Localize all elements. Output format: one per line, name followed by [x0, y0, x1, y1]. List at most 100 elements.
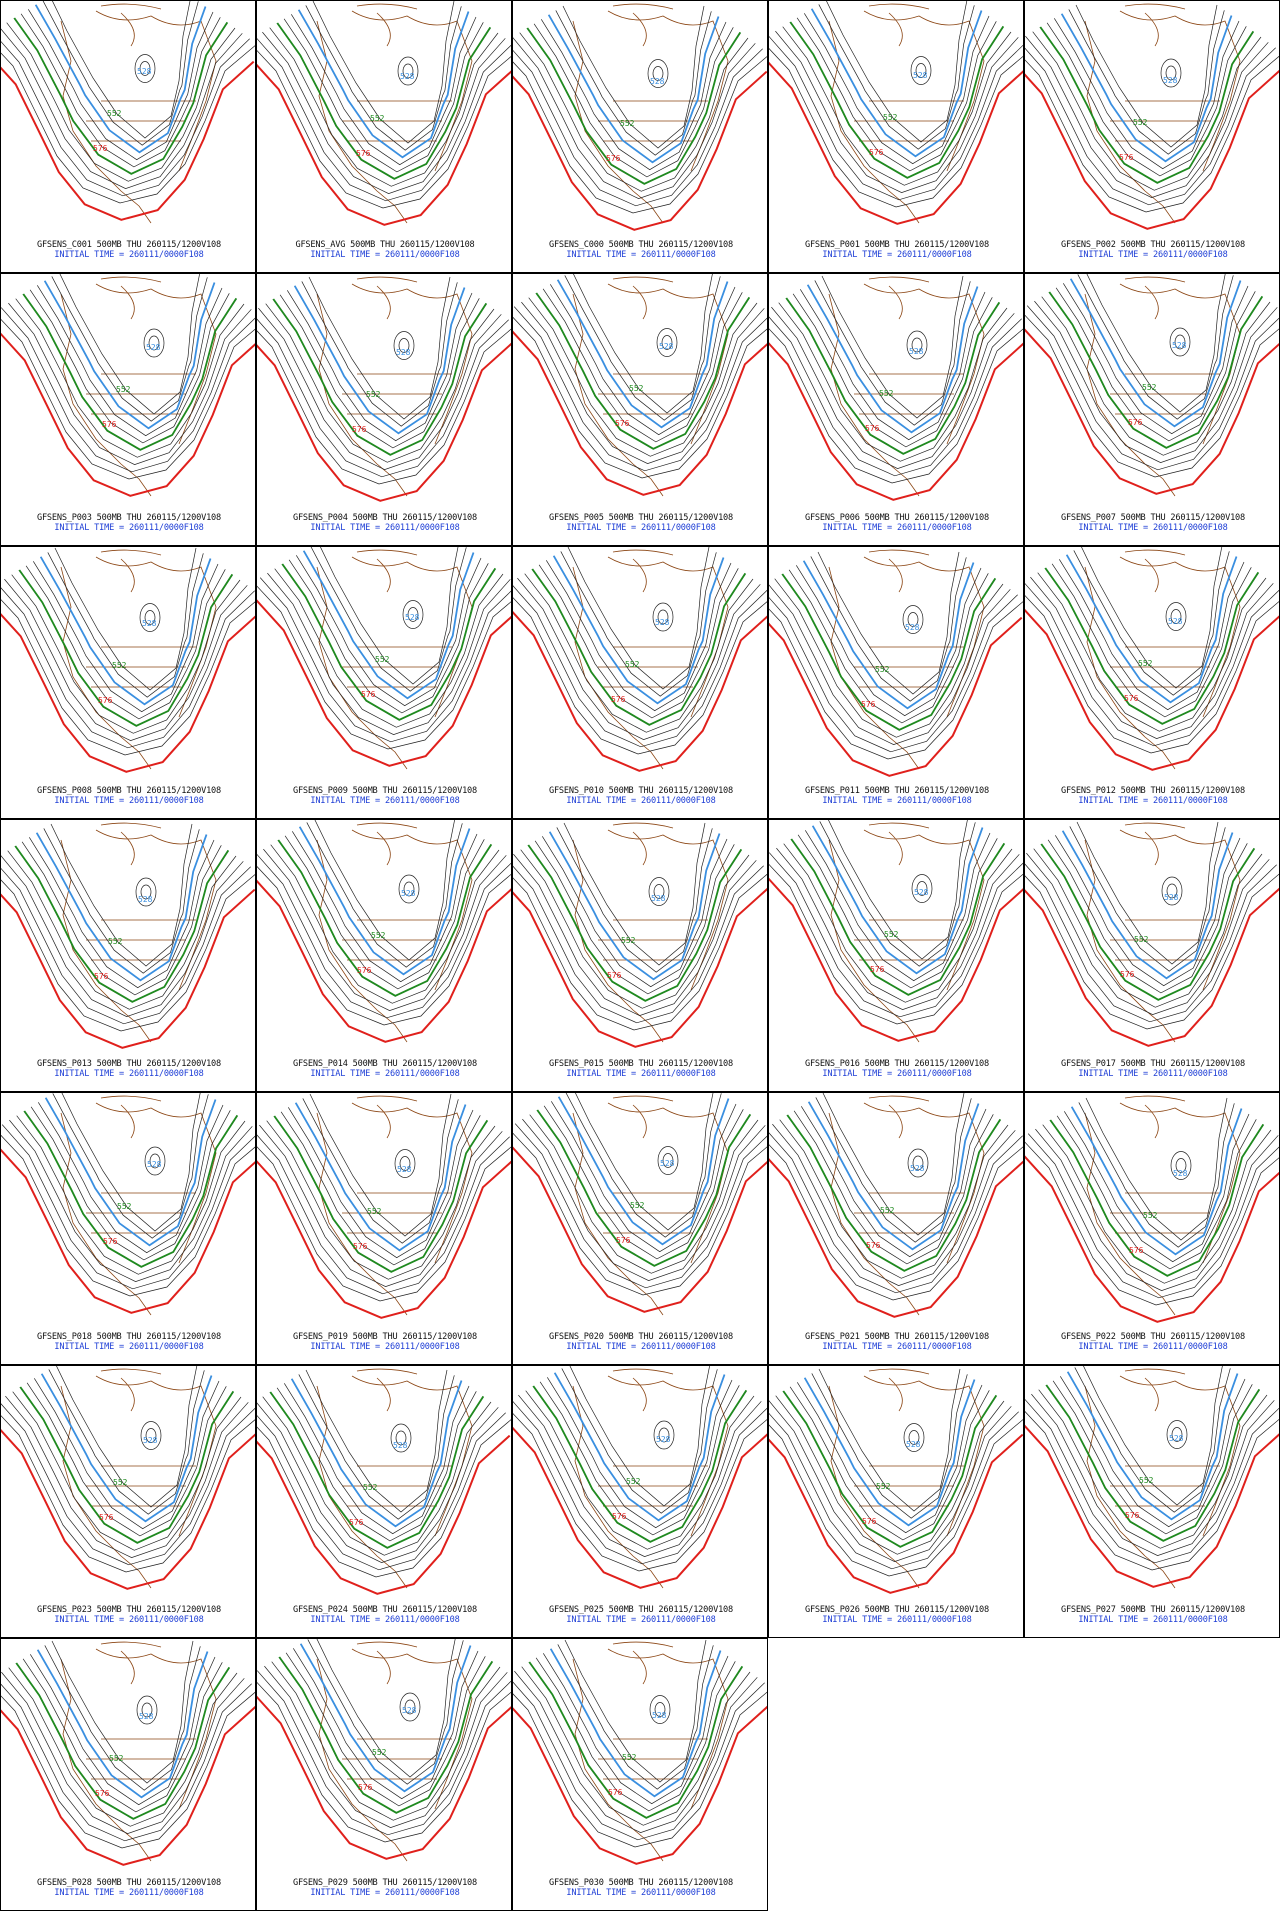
- contour-528-label: 528: [397, 1165, 412, 1174]
- contour-576-label: 576: [607, 971, 622, 980]
- panel-initial-time: INITIAL TIME = 260111/0000F108: [54, 1888, 204, 1898]
- coastline-map: [572, 822, 729, 1043]
- ensemble-member-panel: 576 552 528 GFSENS_P016 500MB THU 260115/12…: [768, 819, 1024, 1092]
- contour-576-line: [769, 877, 1023, 1042]
- contour-528-line: [298, 826, 471, 976]
- contour-576-label: 576: [1128, 418, 1143, 427]
- contour-552-line: [278, 1656, 494, 1814]
- height-map: 576 552 528: [1, 1366, 255, 1590]
- contour-528-label: 528: [1163, 76, 1178, 85]
- height-map: 576 552 528: [513, 3, 767, 231]
- contour-552-label: 552: [372, 1748, 387, 1757]
- panel-initial-time: INITIAL TIME = 260111/0000F108: [566, 796, 716, 806]
- panel-title: GFSENS_P007 500MB THU 260115/1200V108: [1060, 513, 1246, 523]
- panel-initial-time: INITIAL TIME = 260111/0000F108: [822, 1615, 972, 1625]
- panel-initial-time: INITIAL TIME = 260111/0000F108: [1078, 796, 1228, 806]
- coastline-map: [60, 822, 217, 1043]
- coastline-map: [828, 549, 985, 770]
- contour-576-line: [257, 1695, 511, 1860]
- height-contours: [513, 1366, 767, 1572]
- panel-title: GFSENS_P025 500MB THU 260115/1200V108: [548, 1605, 734, 1615]
- height-contours: [257, 1, 511, 209]
- contour-576-line: [1, 1148, 255, 1314]
- panel-initial-time: INITIAL TIME = 260111/0000F108: [54, 1342, 204, 1352]
- height-map: 576 552 528: [1, 547, 255, 773]
- panel-initial-time: INITIAL TIME = 260111/0000F108: [54, 250, 204, 260]
- contour-528-label: 528: [137, 67, 152, 76]
- coastline-map: [1084, 822, 1241, 1043]
- panel-title: GFSENS_P003 500MB THU 260115/1200V108: [36, 513, 222, 523]
- panel-title: GFSENS_P001 500MB THU 260115/1200V108: [804, 240, 990, 250]
- coastline-map: [316, 822, 473, 1043]
- coastline-map: [1084, 3, 1241, 224]
- contour-576-label: 576: [611, 695, 626, 704]
- panel-title: GFSENS_P029 500MB THU 260115/1200V108: [292, 1878, 478, 1888]
- panel-title: GFSENS_P018 500MB THU 260115/1200V108: [36, 1332, 222, 1342]
- height-contours: [1025, 274, 1279, 478]
- contour-552-line: [15, 1662, 231, 1820]
- height-contours: [1025, 547, 1279, 754]
- contour-528-line: [294, 1102, 467, 1252]
- height-contours: [257, 276, 511, 485]
- contour-552-label: 552: [112, 661, 127, 670]
- contour-576-label: 576: [95, 1789, 110, 1798]
- contour-552-label: 552: [621, 936, 636, 945]
- panel-initial-time: INITIAL TIME = 260111/0000F108: [1078, 523, 1228, 533]
- contour-552-label: 552: [1143, 1211, 1158, 1220]
- height-map: 576 552 528: [769, 275, 1023, 501]
- contour-552-line: [1040, 843, 1256, 1001]
- coastline-map: [828, 1368, 985, 1589]
- contour-552-line: [23, 1110, 239, 1268]
- contour-552-label: 552: [875, 665, 890, 674]
- contour-576-label: 576: [357, 966, 372, 975]
- height-contours: [769, 820, 1023, 1025]
- ensemble-member-panel: 576 552 528 GFSENS_P029 500MB THU 260115/12…: [256, 1638, 512, 1911]
- contour-528-line: [806, 284, 979, 434]
- contour-552-label: 552: [883, 113, 898, 122]
- contour-576-label: 576: [612, 1512, 627, 1521]
- contour-576-label: 576: [1120, 970, 1135, 979]
- coastline-map: [572, 549, 729, 770]
- height-map: 576 552 528: [769, 1368, 1023, 1594]
- contour-528-line: [44, 1097, 217, 1247]
- panel-title: GFSENS_P014 500MB THU 260115/1200V108: [292, 1059, 478, 1069]
- contour-552-line: [782, 1390, 998, 1548]
- ensemble-member-panel: 576 552 528 GFSENS_P030 500MB THU 260115/12…: [512, 1638, 768, 1911]
- height-map: 576 552 528: [1025, 1095, 1279, 1323]
- panel-initial-time: INITIAL TIME = 260111/0000F108: [54, 1615, 204, 1625]
- contour-552-label: 552: [363, 1483, 378, 1492]
- contour-576-label: 576: [866, 1241, 881, 1250]
- contour-576-line: [1025, 69, 1279, 230]
- contour-552-label: 552: [109, 1754, 124, 1763]
- contour-528-label: 528: [1173, 1169, 1188, 1178]
- contour-528-label: 528: [650, 77, 665, 86]
- height-contours: [1025, 1097, 1279, 1306]
- ensemble-member-panel: 576 552 528 GFSENS_P025 500MB THU 260115/12…: [512, 1365, 768, 1638]
- contour-552-label: 552: [625, 660, 640, 669]
- contour-552-line: [19, 1386, 235, 1544]
- panel-title: GFSENS_P020 500MB THU 260115/1200V108: [548, 1332, 734, 1342]
- contour-552-label: 552: [620, 119, 635, 128]
- ensemble-member-panel: 576 552 528 GFSENS_P007 500MB THU 260115/12…: [1024, 273, 1280, 546]
- contour-528-label: 528: [400, 72, 415, 81]
- ensemble-member-panel: 576 552 528 GFSENS_P027 500MB THU 260115/12…: [1024, 1365, 1280, 1638]
- coastline-map: [828, 3, 985, 224]
- contour-528-label: 528: [146, 343, 161, 352]
- panel-initial-time: INITIAL TIME = 260111/0000F108: [822, 250, 972, 260]
- contour-576-line: [1, 60, 255, 221]
- contour-552-label: 552: [367, 1207, 382, 1216]
- ensemble-member-panel: 576 552 528 GFSENS_P006 500MB THU 260115/12…: [768, 273, 1024, 546]
- contour-528-line: [548, 831, 721, 981]
- panel-title: GFSENS_P004 500MB THU 260115/1200V108: [292, 513, 478, 523]
- contour-576-label: 576: [98, 696, 113, 705]
- height-map: 576 552 528: [1, 1, 255, 224]
- contour-576-label: 576: [93, 144, 108, 153]
- contour-528-label: 528: [1169, 1434, 1184, 1443]
- ensemble-member-panel: 576 552 528 GFSENS_P002 500MB THU 260115/12…: [1024, 0, 1280, 273]
- contour-576-label: 576: [361, 690, 376, 699]
- panel-initial-time: INITIAL TIME = 260111/0000F108: [822, 1342, 972, 1352]
- coastline-map: [572, 3, 729, 224]
- height-map: 576 552 528: [1, 822, 255, 1049]
- contour-528-line: [547, 14, 720, 164]
